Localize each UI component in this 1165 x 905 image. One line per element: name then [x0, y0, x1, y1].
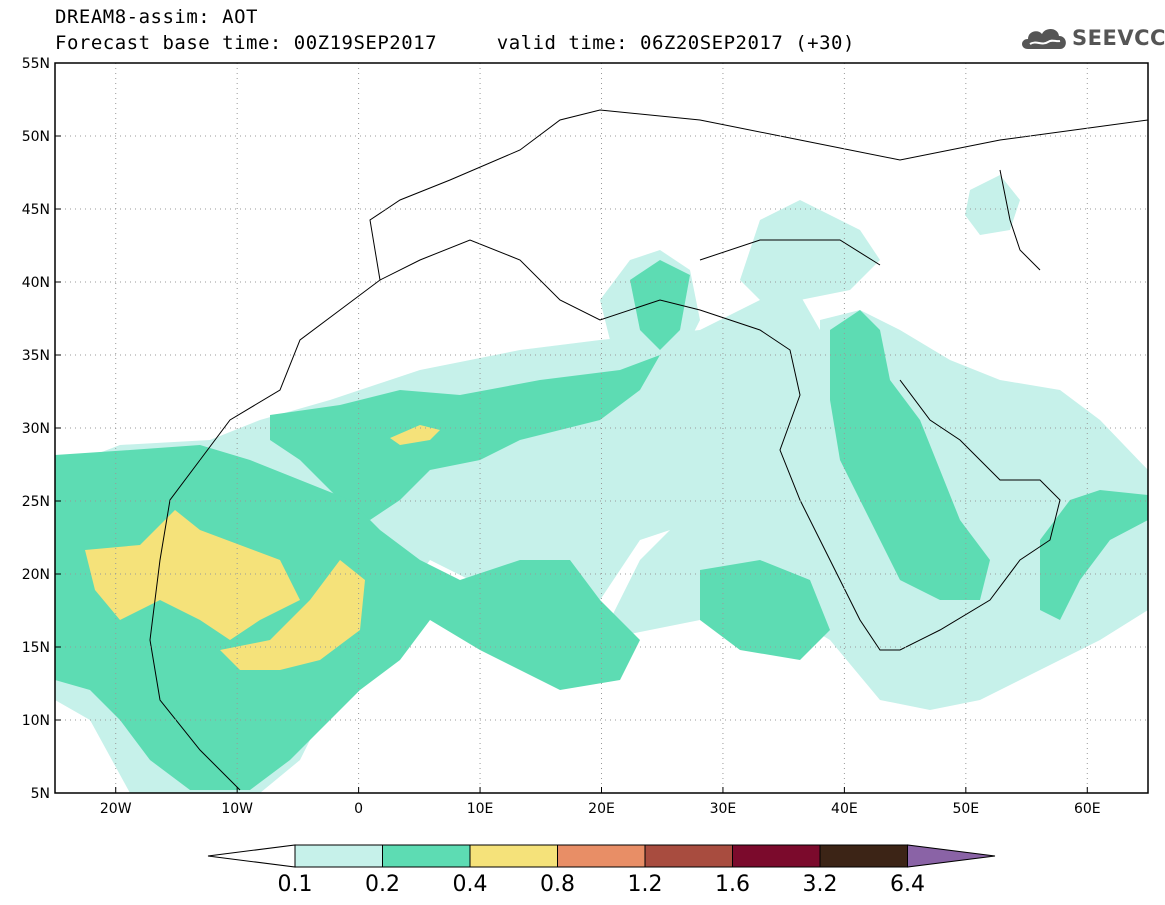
colorbar-segment [819, 844, 908, 868]
lon-label: 50E [952, 801, 979, 817]
lat-label: 55N [22, 56, 50, 72]
colorbar-level-label: 3.2 [803, 872, 838, 897]
lon-label: 60E [1074, 801, 1101, 817]
lon-label: 10E [467, 801, 494, 817]
lat-label: 50N [22, 129, 50, 145]
colorbar-min-arrow [207, 844, 296, 868]
aot-0.4-area-mali [220, 560, 365, 670]
colorbar-segment [732, 844, 821, 868]
colorbar-level-label: 0.1 [278, 872, 313, 897]
lat-label: 5N [31, 786, 50, 802]
colorbar-segment [382, 844, 471, 868]
lon-label: 30E [710, 801, 737, 817]
map-title: DREAM8-assim: AOT [55, 6, 258, 28]
valid-time-label: valid time: 06Z20SEP2017 (+30) [496, 32, 855, 54]
coastlines [149, 109, 1148, 791]
colorbar-level-label: 0.4 [453, 872, 488, 897]
grid-lines [55, 63, 1148, 793]
colorbar-level-label: 1.2 [628, 872, 663, 897]
lat-label: 30N [22, 421, 50, 437]
aot-0.1-area-caspian [965, 175, 1020, 235]
lon-label: 20W [100, 801, 132, 817]
lon-label: 40E [831, 801, 858, 817]
aot-contours [55, 175, 1148, 793]
colorbar-level-label: 1.6 [715, 872, 750, 897]
lon-label: 20E [588, 801, 615, 817]
lon-label: 10W [221, 801, 253, 817]
time-info: Forecast base time: 00Z19SEP2017 valid t… [55, 32, 855, 54]
lat-label: 20N [22, 567, 50, 583]
colorbar-level-label: 6.4 [890, 872, 925, 897]
aot-0.2-area-sahara-north [270, 355, 660, 520]
seevccc-logo: SEEVCCC [1018, 22, 1165, 54]
lat-label: 25N [22, 494, 50, 510]
colorbar: 0.1 0.2 0.4 0.8 1.2 1.6 3.2 6.4 [207, 844, 996, 897]
aot-0.1-area-black-sea [740, 200, 880, 300]
aot-0.2-area-sudan [700, 560, 830, 660]
colorbar-segment [557, 844, 646, 868]
lat-label: 15N [22, 640, 50, 656]
logo-text: SEEVCCC [1072, 26, 1165, 50]
aot-0.2-area-oman [1040, 490, 1148, 620]
lon-label: 0 [354, 801, 363, 817]
lat-label: 35N [22, 348, 50, 364]
colorbar-segment [644, 844, 733, 868]
colorbar-segment [469, 844, 558, 868]
colorbar-level-label: 0.2 [365, 872, 400, 897]
aot-0.2-area-arabia [830, 310, 990, 600]
axis-ticks: 55N 50N 45N 40N 35N 30N 25N 20N 15N 10N 5N 20W 10W 0 1… [22, 56, 1101, 817]
base-time-label: Forecast base time: 00Z19SEP2017 [55, 32, 438, 54]
lat-label: 45N [22, 202, 50, 218]
aot-0.4-area-mauritania [85, 510, 300, 640]
colorbar-segment [294, 844, 383, 868]
colorbar-max-arrow [907, 844, 996, 868]
lat-label: 40N [22, 275, 50, 291]
aot-0.4-area-algeria [390, 425, 440, 445]
lat-label: 10N [22, 713, 50, 729]
cloud-icon [1022, 28, 1066, 49]
colorbar-level-label: 0.8 [540, 872, 575, 897]
